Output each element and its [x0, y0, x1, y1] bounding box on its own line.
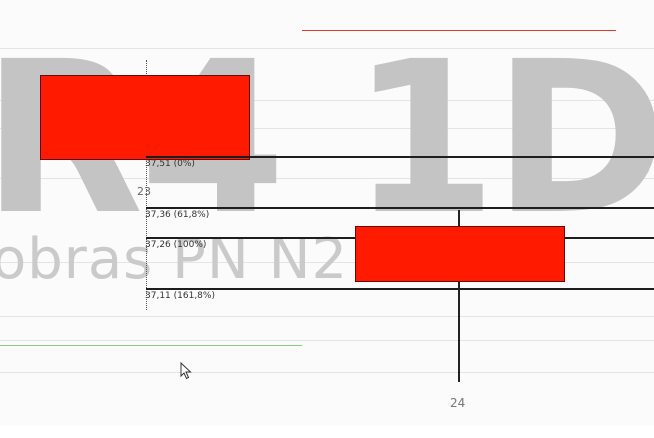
- candle-body[interactable]: [355, 226, 565, 282]
- fibonacci-level-label: 37,26 (100%): [145, 240, 207, 250]
- upper-horizontal-line[interactable]: [302, 30, 616, 31]
- grid-line: [0, 372, 654, 373]
- x-axis-tick-label: 24: [450, 396, 466, 410]
- mouse-pointer-icon: [180, 362, 192, 380]
- fibonacci-level-line[interactable]: [146, 288, 654, 290]
- grid-line: [0, 100, 654, 101]
- partial-date-label: 23: [137, 185, 151, 198]
- instrument-watermark: obras PN N2: [0, 227, 349, 292]
- candle-body[interactable]: [40, 75, 250, 160]
- grid-line: [0, 262, 654, 263]
- grid-line: [0, 316, 654, 317]
- candle-wick: [458, 210, 460, 382]
- fibonacci-level-label: 37,51 (0%): [145, 159, 195, 169]
- bottom-frame: [0, 426, 654, 438]
- fibonacci-anchor-guide: [146, 60, 147, 310]
- fibonacci-level-label: 37,36 (61,8%): [145, 210, 210, 220]
- grid-line: [0, 128, 654, 129]
- fibonacci-level-line[interactable]: [146, 207, 654, 209]
- fibonacci-level-label: 37,11 (161,8%): [145, 291, 215, 301]
- fibonacci-level-line[interactable]: [146, 156, 654, 158]
- lower-horizontal-line[interactable]: [0, 345, 302, 346]
- grid-line: [0, 178, 654, 179]
- grid-line: [0, 48, 654, 49]
- grid-line: [0, 340, 654, 341]
